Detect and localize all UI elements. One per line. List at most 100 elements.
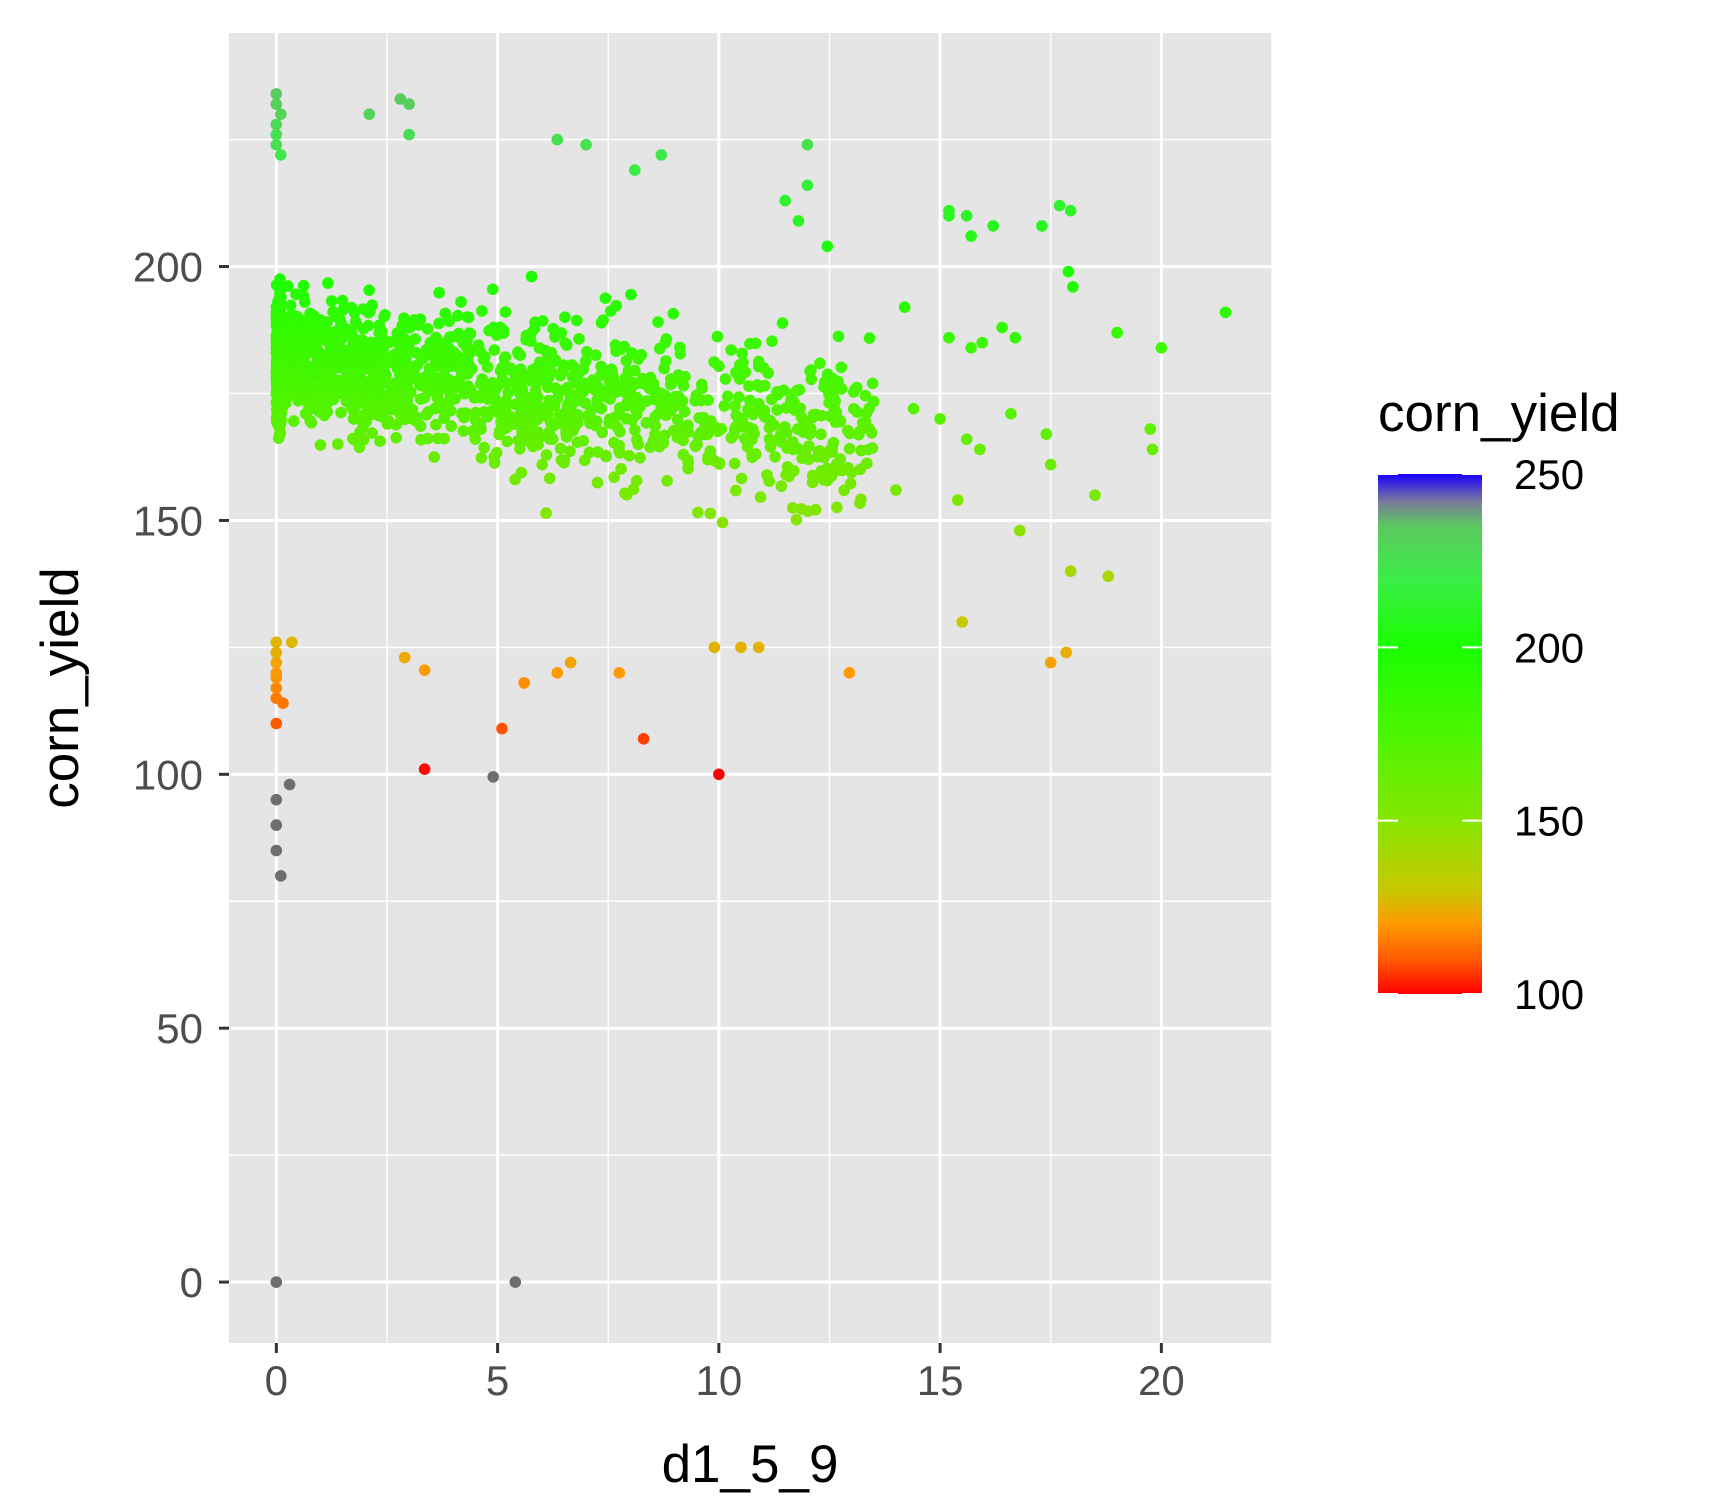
x-tick-label: 5 [486,1357,509,1404]
data-point [821,240,834,253]
data-point [379,309,391,321]
data-point [493,379,505,391]
data-point [577,363,590,375]
data-point [779,194,791,207]
data-point [590,349,602,362]
data-point [415,434,427,446]
data-point [445,420,458,433]
data-point [625,288,637,301]
data-point [1040,428,1053,440]
data-point [776,317,789,329]
data-point [393,359,405,372]
data-point [749,337,762,350]
data-point [270,646,283,659]
data-point [836,464,848,477]
data-point [667,307,680,320]
data-point [321,329,334,342]
data-point [433,286,445,299]
data-point [725,344,737,356]
data-point [403,128,415,141]
data-point [305,393,318,406]
data-point [385,336,397,349]
data-point [806,476,819,489]
data-point [474,391,486,404]
data-point [270,656,283,669]
data-point [866,442,879,454]
data-point [514,349,527,361]
data-point [341,385,353,397]
data-point [742,403,754,416]
data-point [438,404,450,416]
data-point [469,406,482,419]
data-point [540,507,552,519]
data-point [744,394,756,407]
x-tick-label: 15 [917,1357,964,1404]
y-tick-label: 50 [156,1005,203,1052]
data-point [805,373,818,386]
data-point [418,664,431,676]
data-point [438,412,451,424]
data-point [439,307,452,320]
data-point [455,296,467,308]
data-point [390,419,403,431]
data-point [696,378,708,391]
data-point [716,516,729,529]
data-point [609,339,622,351]
y-tick-label: 0 [180,1259,203,1306]
y-axis-title: corn_yield [31,567,90,809]
y-tick-label: 200 [133,244,203,291]
data-point [430,331,442,344]
data-point [561,339,573,351]
data-point [729,423,741,435]
data-point [801,179,814,192]
data-point [469,433,482,445]
data-point [682,426,694,438]
data-point [1067,281,1079,293]
data-point [832,330,845,343]
data-point [596,426,608,439]
data-point [791,442,804,455]
data-point [376,325,388,338]
data-point [551,667,564,679]
data-point [461,311,474,323]
data-point [274,273,286,285]
data-point [501,363,513,376]
data-point [831,501,843,514]
data-point [478,441,491,454]
data-point [367,348,380,361]
data-point [721,390,734,403]
data-point [314,439,327,451]
data-point [520,434,532,447]
data-point [475,452,488,464]
data-point [357,434,370,446]
data-point [659,337,671,349]
data-point [618,340,630,353]
data-point [363,108,376,120]
data-point [357,323,370,335]
data-point [771,404,783,416]
data-point [427,381,439,393]
data-point [1111,326,1123,339]
data-point [753,398,765,410]
data-point [546,416,558,429]
data-point [404,373,417,386]
data-point [549,331,561,343]
data-point [728,457,741,470]
data-point [555,454,568,467]
data-point [398,651,411,664]
data-point [370,383,383,396]
data-point [486,391,499,403]
data-point [828,402,841,415]
data-point [647,435,660,447]
data-point [771,386,783,398]
data-point [270,844,283,857]
data-point [1102,570,1115,583]
data-point [499,306,512,318]
data-point [708,641,721,654]
data-point [798,415,810,428]
data-point [270,98,283,110]
data-point [853,425,866,438]
data-point [418,763,431,775]
data-point [577,435,590,447]
